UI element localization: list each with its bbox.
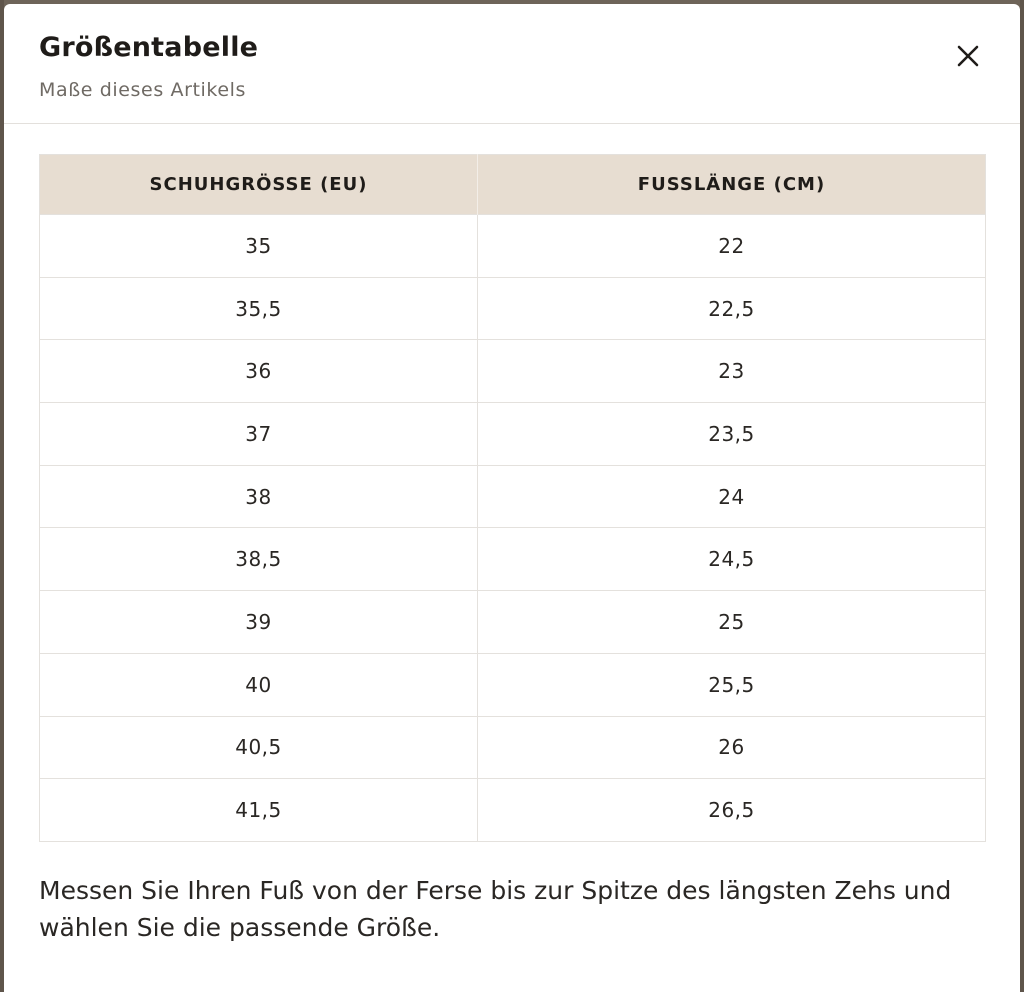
cell-foot-length: 26,5 [477, 778, 986, 842]
size-chart-modal: Größentabelle Maße dieses Artikels SCHUH… [4, 4, 1020, 992]
cell-foot-length: 24 [477, 464, 986, 528]
cell-foot-length: 23,5 [477, 402, 986, 466]
measure-instructions: Messen Sie Ihren Fuß von der Ferse bis z… [39, 876, 952, 942]
close-icon [957, 45, 979, 67]
cell-foot-length: 26 [477, 715, 986, 779]
close-button[interactable] [948, 36, 988, 76]
table-body: 35 22 35,5 22,5 36 23 37 23,5 38 24 38,5 24,5 39 25 40… [39, 214, 986, 842]
cell-foot-length: 25 [477, 590, 986, 654]
size-table-wrapper: SCHUHGRÖSSE (EU) FUSSLÄNGE (CM) 35 22 35,5… [39, 154, 986, 842]
backdrop-right [1020, 0, 1024, 992]
table-row: 40,5 26 [39, 715, 986, 779]
cell-shoe-size: 38 [39, 464, 478, 528]
table-row: 40 25,5 [39, 652, 986, 716]
cell-shoe-size: 40,5 [39, 715, 478, 779]
table-row: 37 23,5 [39, 402, 986, 466]
cell-shoe-size: 37 [39, 402, 478, 466]
cell-shoe-size: 35,5 [39, 276, 478, 340]
modal-subtitle: Maße dieses Artikels [39, 79, 247, 101]
cell-foot-length: 23 [477, 339, 986, 403]
table-row: 39 25 [39, 590, 986, 654]
cell-shoe-size: 40 [39, 652, 478, 716]
cell-shoe-size: 35 [39, 214, 478, 278]
table-row: 36 23 [39, 339, 986, 403]
cell-shoe-size: 38,5 [39, 527, 478, 591]
modal-header: Größentabelle Maße dieses Artikels [4, 4, 1020, 124]
table-row: 35 22 [39, 214, 986, 278]
table-row: 38 24 [39, 464, 986, 528]
table-row: 35,5 22,5 [39, 276, 986, 340]
cell-shoe-size: 36 [39, 339, 478, 403]
cell-foot-length: 22 [477, 214, 986, 278]
backdrop-left [0, 0, 4, 992]
table-header-row: SCHUHGRÖSSE (EU) FUSSLÄNGE (CM) [39, 154, 986, 215]
table-row: 41,5 26,5 [39, 778, 986, 842]
cell-shoe-size: 41,5 [39, 778, 478, 842]
size-table: SCHUHGRÖSSE (EU) FUSSLÄNGE (CM) 35 22 35,5… [39, 154, 986, 842]
modal-title: Größentabelle [39, 32, 259, 63]
cell-foot-length: 24,5 [477, 527, 986, 591]
column-header-shoe-size: SCHUHGRÖSSE (EU) [39, 154, 478, 215]
cell-foot-length: 22,5 [477, 276, 986, 340]
cell-foot-length: 25,5 [477, 652, 986, 716]
table-row: 38,5 24,5 [39, 527, 986, 591]
column-header-foot-length: FUSSLÄNGE (CM) [477, 154, 986, 215]
cell-shoe-size: 39 [39, 590, 478, 654]
